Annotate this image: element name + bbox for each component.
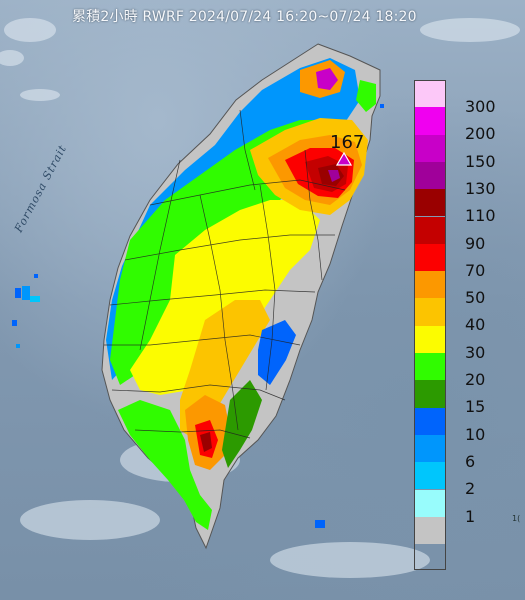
legend-row: 40 bbox=[412, 298, 520, 334]
legend-label: 110 bbox=[465, 206, 496, 226]
guishan-island bbox=[380, 104, 384, 108]
max-rainfall-label: 167 bbox=[330, 132, 365, 153]
legend-label: 40 bbox=[465, 315, 486, 335]
legend-row: 50 bbox=[412, 271, 520, 307]
legend-swatch bbox=[414, 516, 446, 545]
legend-row: 30 bbox=[412, 325, 520, 361]
legend-swatch bbox=[414, 161, 446, 190]
legend-label: 300 bbox=[465, 97, 496, 116]
legend-swatch bbox=[414, 489, 446, 517]
legend-row: 70 bbox=[412, 243, 520, 279]
legend-row: 2 bbox=[412, 462, 520, 498]
legend-label: 15 bbox=[465, 397, 486, 417]
legend-swatch bbox=[414, 243, 446, 272]
legend-swatch bbox=[414, 434, 446, 463]
legend-swatch bbox=[414, 80, 446, 108]
legend-label: 200 bbox=[465, 124, 496, 144]
legend-swatch bbox=[414, 271, 446, 299]
legend-row: 130 bbox=[412, 161, 520, 197]
legend-label: 2 bbox=[465, 479, 476, 499]
legend-swatch bbox=[414, 107, 446, 135]
county-boundaries bbox=[104, 109, 346, 439]
legend-swatch bbox=[414, 216, 446, 244]
legend-label: 6 bbox=[465, 451, 476, 471]
legend: 300 200 150 130 110 90 70 50 40 30 20 bbox=[412, 80, 520, 570]
max-rainfall-triangle-icon bbox=[336, 152, 352, 166]
legend-row: 90 bbox=[412, 216, 520, 252]
legend-row: 150 bbox=[412, 134, 520, 170]
legend-row: 200 bbox=[412, 107, 520, 143]
legend-label: 20 bbox=[465, 370, 486, 389]
legend-row: 20 bbox=[412, 353, 520, 389]
legend-row: 6 bbox=[412, 434, 520, 470]
penghu-islands bbox=[12, 274, 40, 348]
legend-row: 300 bbox=[412, 80, 520, 116]
legend-row: 10 bbox=[412, 407, 520, 443]
legend-row bbox=[412, 516, 520, 545]
map-title: 累積2小時 RWRF 2024/07/24 16:20~07/24 18:20 bbox=[72, 9, 417, 25]
legend-row: 110 bbox=[412, 189, 520, 225]
legend-swatch bbox=[414, 353, 446, 381]
legend-swatch bbox=[414, 462, 446, 490]
legend-swatch bbox=[414, 134, 446, 162]
legend-swatch bbox=[414, 380, 446, 408]
legend-swatch bbox=[414, 189, 446, 217]
green-island bbox=[315, 520, 325, 528]
legend-label: 10 bbox=[465, 424, 486, 444]
legend-label: 70 bbox=[465, 260, 486, 280]
legend-label: 50 bbox=[465, 288, 486, 308]
legend-swatch bbox=[414, 325, 446, 353]
legend-label: 130 bbox=[465, 178, 496, 198]
legend-label: 90 bbox=[465, 233, 486, 253]
legend-label: 150 bbox=[465, 151, 496, 171]
legend-row: 1 bbox=[412, 489, 520, 525]
legend-label: 30 bbox=[465, 342, 486, 362]
corner-fragment: 1( bbox=[512, 514, 521, 523]
legend-swatch bbox=[414, 298, 446, 326]
legend-label: 1 bbox=[465, 506, 476, 526]
legend-swatch bbox=[414, 407, 446, 435]
legend-row: 15 bbox=[412, 380, 520, 416]
